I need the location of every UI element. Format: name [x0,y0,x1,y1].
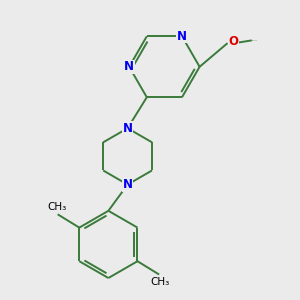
Text: N: N [123,178,133,191]
Text: N: N [123,122,133,135]
Text: CH₃: CH₃ [48,202,67,212]
Text: O: O [228,35,239,48]
Text: methoxy: methoxy [252,40,258,41]
Text: N: N [177,30,187,43]
Text: N: N [124,60,134,73]
Text: CH₃: CH₃ [150,277,169,287]
